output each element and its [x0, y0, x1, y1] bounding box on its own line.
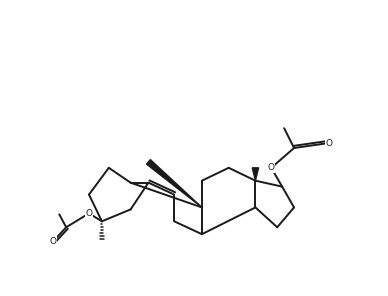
Text: O: O: [85, 209, 92, 218]
Polygon shape: [147, 160, 202, 207]
Polygon shape: [252, 168, 258, 181]
Text: O: O: [50, 237, 57, 246]
Text: O: O: [325, 139, 332, 147]
Text: O: O: [268, 163, 275, 172]
